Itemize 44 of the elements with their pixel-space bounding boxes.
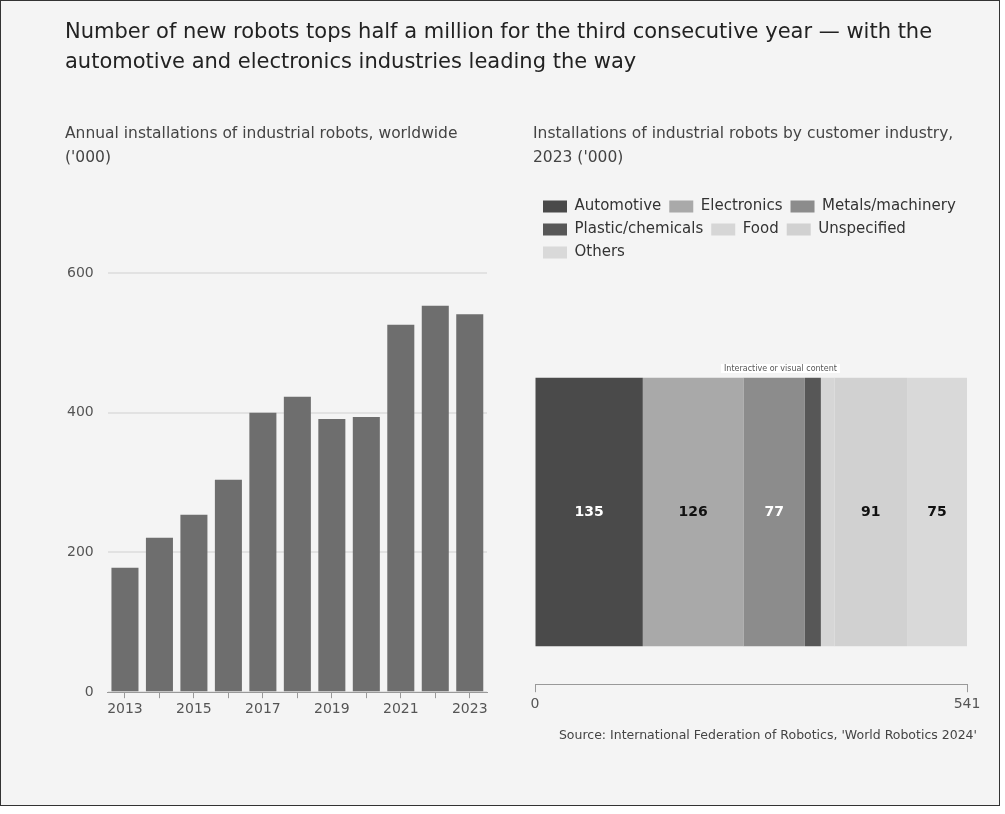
bar	[111, 567, 139, 692]
x-tick-label: 2013	[107, 700, 143, 717]
y-tick-label: 400	[66, 403, 94, 420]
x-tick-label: 0	[530, 695, 540, 712]
x-tick-label: 2021	[382, 700, 419, 717]
chart-subtitle: Annual installations of industrial robots, worldwide ('000)	[64, 123, 459, 168]
legend-label: Others	[574, 242, 626, 261]
legend-label: Food	[742, 219, 779, 238]
x-tick-label: 2023	[451, 700, 488, 717]
legend-label: Automotive	[574, 196, 662, 215]
chart-title: Number of new robots tops half a million for the third consecutive year — with the automotive and electronics industries leading the way	[65, 18, 934, 75]
bar	[421, 305, 449, 692]
x-tick-label: 2017	[245, 700, 281, 717]
bar	[804, 377, 821, 647]
data-label: 126	[678, 502, 708, 519]
source-note: Source: International Federation of Robotics, 'World Robotics 2024'	[557, 727, 978, 742]
text: Interactive or visual content	[721, 364, 840, 373]
chart-title: Installations of industrial robots by customer industry, 2023 ('000)	[532, 123, 955, 168]
bar	[642, 377, 744, 647]
legend-label: Metals/machinery	[822, 196, 956, 215]
legend-label: Electronics	[700, 196, 783, 215]
y-tick-label: 0	[84, 682, 94, 699]
data-label: 91	[861, 502, 881, 519]
legend-label: Unspecified	[818, 219, 906, 238]
bar	[535, 377, 643, 647]
bar	[352, 416, 380, 692]
bar	[214, 479, 242, 692]
data-label: 135	[574, 502, 604, 519]
data-label: 75	[927, 502, 947, 519]
x-tick-label: 2015	[176, 700, 212, 717]
data-label: 77	[764, 502, 784, 519]
x-tick-label: 2019	[314, 700, 350, 717]
bar	[318, 419, 346, 692]
bar	[456, 314, 484, 692]
bar	[249, 412, 277, 692]
bar	[387, 324, 415, 692]
bar	[145, 537, 173, 692]
y-tick-label: 600	[66, 263, 94, 280]
bar	[743, 377, 805, 647]
legend-label: Plastic/chemicals	[574, 219, 704, 238]
x-tick-label: 541	[953, 695, 981, 712]
bar	[283, 396, 311, 692]
y-tick-label: 200	[66, 543, 94, 560]
bar	[180, 514, 208, 692]
